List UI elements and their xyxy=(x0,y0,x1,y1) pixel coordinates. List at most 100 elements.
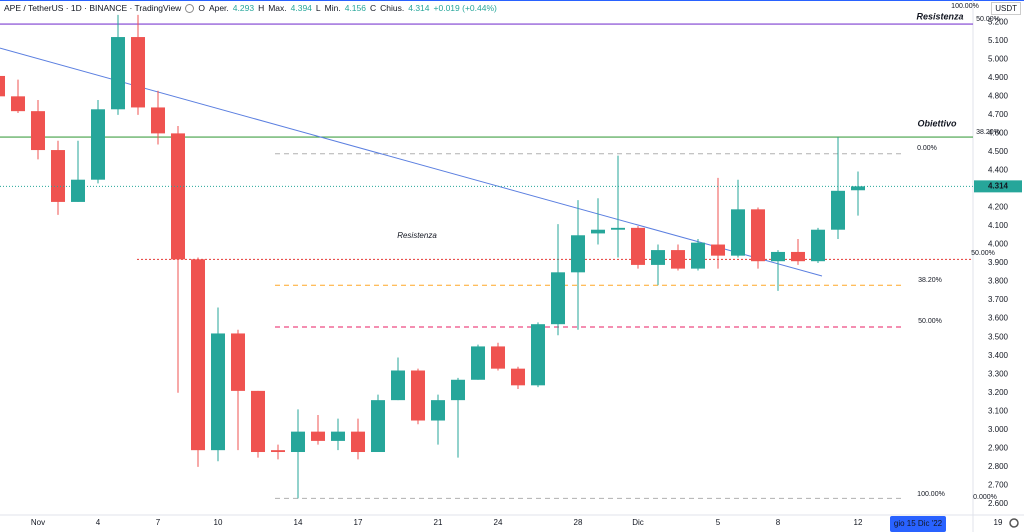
candle-body xyxy=(0,75,5,97)
candle-body xyxy=(691,242,705,269)
level-label: 50.00% xyxy=(971,250,995,257)
y-tick-label: 3.000 xyxy=(988,425,1009,434)
ohlc-value: 4.314 xyxy=(408,3,430,13)
change: +0.019 (+0.44%) xyxy=(433,3,497,13)
x-tick-label: 10 xyxy=(214,518,223,527)
x-tick-label: 28 xyxy=(574,518,583,527)
candle-body xyxy=(631,227,645,265)
y-tick-label: 4.800 xyxy=(988,91,1009,100)
crosshair-date-box xyxy=(890,516,946,532)
symbol: APE / TetherUS · 1D · BINANCE · TradingV… xyxy=(4,3,182,13)
candle-body xyxy=(31,111,45,151)
candle-body xyxy=(371,400,385,453)
level-label: 0.00% xyxy=(917,145,937,152)
candle-body xyxy=(191,259,205,451)
candle-body xyxy=(451,379,465,401)
y-tick-label: 3.200 xyxy=(988,388,1009,397)
x-tick-label: 21 xyxy=(434,518,443,527)
y-tick-label: 3.700 xyxy=(988,295,1009,304)
x-tick-label: 14 xyxy=(294,518,303,527)
currency-selector[interactable]: USDT xyxy=(991,2,1021,15)
annotation: Resistenza xyxy=(397,231,437,240)
level-label: 50.00% xyxy=(976,16,1000,23)
ohlc-name: Min. xyxy=(324,3,341,13)
candle-body xyxy=(331,431,345,441)
level-label: 38.20% xyxy=(976,129,1000,136)
symbol-header: APE / TetherUS · 1D · BINANCE · TradingV… xyxy=(4,3,497,13)
candle-body xyxy=(431,400,445,421)
y-tick-label: 2.600 xyxy=(988,499,1009,508)
ohlc-name: Max. xyxy=(268,3,287,13)
y-tick-label: 3.900 xyxy=(988,258,1009,267)
annotation: 0.000% xyxy=(973,494,997,501)
candle-body xyxy=(231,333,245,391)
candle-body xyxy=(471,346,485,380)
candle-body xyxy=(831,190,845,230)
ohlc-key: L xyxy=(315,3,321,13)
y-tick-label: 4.000 xyxy=(988,240,1009,249)
candle-body xyxy=(291,431,305,453)
x-tick-label: 24 xyxy=(494,518,503,527)
y-tick-label: 3.800 xyxy=(988,277,1009,286)
candle-body xyxy=(651,250,665,265)
last-price-box xyxy=(974,180,1022,193)
y-tick-label: 5.200 xyxy=(988,17,1009,26)
annotation: 100.00% xyxy=(951,3,979,10)
y-tick-label: 4.700 xyxy=(988,110,1009,119)
candle-body xyxy=(491,346,505,369)
candle-body xyxy=(171,133,185,260)
candle-body xyxy=(311,431,325,441)
x-tick-label: 12 xyxy=(854,518,863,527)
y-tick-label: 2.800 xyxy=(988,462,1009,471)
y-tick-label: 3.500 xyxy=(988,332,1009,341)
settings-icon[interactable] xyxy=(1009,518,1019,528)
y-tick-label: 4.400 xyxy=(988,166,1009,175)
y-tick-label: 4.200 xyxy=(988,203,1009,212)
candle-body xyxy=(391,370,405,401)
annotation: Obiettivo xyxy=(917,118,957,128)
candle-body xyxy=(751,209,765,262)
y-tick-label: 4.600 xyxy=(988,128,1009,137)
ohlc-name: Chius. xyxy=(380,3,405,13)
ohlc-value: 4.156 xyxy=(344,3,366,13)
candle-body xyxy=(351,431,365,453)
ohlc-name: Aper. xyxy=(208,3,229,13)
candle-body xyxy=(711,244,725,256)
y-tick-label: 5.100 xyxy=(988,36,1009,45)
x-tick-label: 5 xyxy=(716,518,721,527)
candle-body xyxy=(811,229,825,262)
ohlc-value: 4.293 xyxy=(232,3,255,13)
y-tick-label: 3.600 xyxy=(988,314,1009,323)
y-tick-label: 2.700 xyxy=(988,480,1009,489)
y-tick-label: 5.000 xyxy=(988,54,1009,63)
crosshair-date-label: gio 15 Dic '22 xyxy=(894,519,943,528)
ohlc-key: H xyxy=(258,3,265,13)
level-label: 50.00% xyxy=(918,318,942,325)
level-label: 38.20% xyxy=(918,277,942,284)
y-tick-label: 3.100 xyxy=(988,406,1009,415)
candle-body xyxy=(11,96,25,112)
candle-body xyxy=(71,179,85,202)
ohlc-value: 4.394 xyxy=(290,3,312,13)
x-tick-label: 17 xyxy=(354,518,363,527)
candle-body xyxy=(251,390,265,453)
ohlc-key: C xyxy=(370,3,377,13)
x-tick-label: 19 xyxy=(994,518,1003,527)
last-price-label: 4.314 xyxy=(988,181,1009,190)
annotation: Resistenza xyxy=(916,11,963,21)
y-tick-label: 4.100 xyxy=(988,221,1009,230)
candle-body xyxy=(591,229,605,234)
level-label: 100.00% xyxy=(917,491,945,498)
candle-body xyxy=(611,227,625,230)
y-tick-label: 4.500 xyxy=(988,147,1009,156)
x-tick-label: 4 xyxy=(96,518,101,527)
candle-body xyxy=(511,368,525,386)
candle-body xyxy=(271,450,285,453)
x-tick-label: 8 xyxy=(776,518,781,527)
candle-body xyxy=(771,251,785,262)
y-tick-label: 2.900 xyxy=(988,443,1009,452)
candle-body xyxy=(51,150,65,202)
candle-body xyxy=(91,109,105,180)
